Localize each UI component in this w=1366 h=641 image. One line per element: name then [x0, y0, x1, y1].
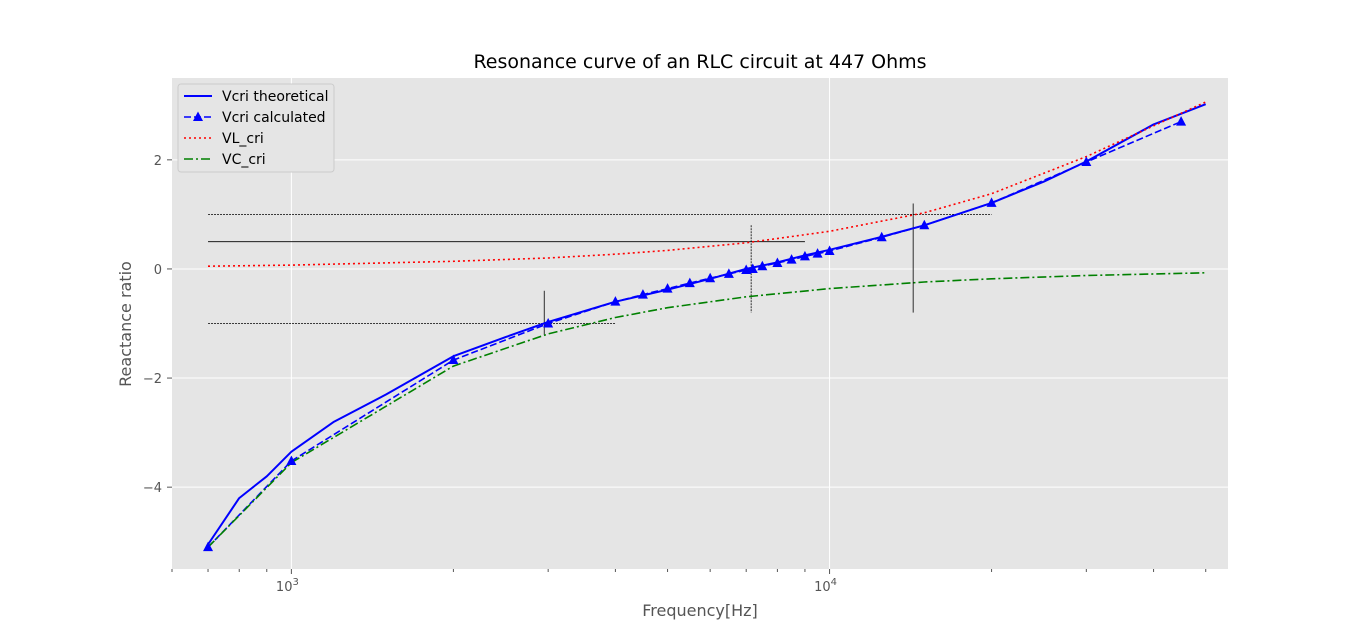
data-point: [1081, 156, 1092, 167]
data-point: [747, 263, 758, 273]
data-point: [876, 231, 887, 242]
data-point: [786, 254, 797, 264]
legend-label: VL_cri: [222, 131, 264, 147]
series-line-3: [207, 272, 1206, 548]
y-tick-label: 0: [154, 263, 162, 278]
data-point: [986, 197, 997, 207]
legend-label: VC_cri: [222, 152, 266, 168]
data-point: [723, 268, 734, 278]
legend-box: [177, 83, 335, 173]
y-tick-label: 2: [154, 154, 162, 169]
x-tick-label: 104: [814, 577, 837, 595]
data-point: [448, 354, 459, 365]
x-axis-label: Frequency[Hz]: [642, 601, 758, 620]
data-point: [684, 277, 695, 288]
series-line-2: [207, 101, 1207, 267]
data-point: [543, 318, 554, 328]
legend-label: Vcri calculated: [222, 110, 326, 126]
series-markers: [203, 116, 1187, 552]
data-point: [286, 455, 297, 465]
data-point: [662, 283, 673, 293]
data-point: [812, 248, 823, 258]
y-axis-ticks: 2 0 −2 −4: [143, 154, 172, 496]
legend-label: Vcri theoretical: [222, 89, 329, 105]
y-axis-label: Reactance ratio: [116, 261, 135, 387]
data-point: [637, 289, 648, 299]
data-point: [757, 260, 768, 271]
data-point: [1176, 116, 1187, 126]
data-point: [824, 245, 835, 255]
data-point: [919, 219, 930, 230]
legend: Vcri theoretical Vcri calculated VL_cri VC_…: [177, 83, 335, 173]
y-tick-label: −4: [143, 481, 162, 496]
x-axis-ticks: 103 104: [171, 569, 1207, 595]
y-tick-label: −2: [143, 372, 162, 387]
legend-marker: [193, 111, 203, 121]
data-point: [203, 541, 214, 552]
data-point: [705, 272, 716, 283]
x-tick-label: 103: [276, 577, 299, 595]
data-point: [799, 250, 810, 261]
data-point: [610, 296, 621, 306]
chart-title: Resonance curve of an RLC circuit at 447…: [473, 51, 926, 73]
data-point: [772, 257, 783, 267]
